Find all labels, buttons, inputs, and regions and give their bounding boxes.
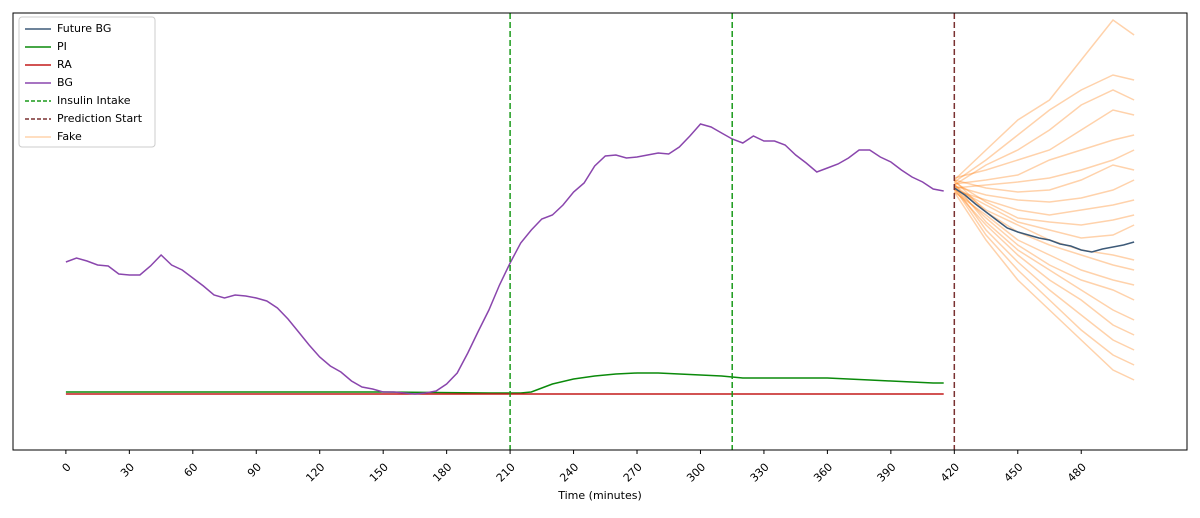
legend-label: Prediction Start [57, 112, 143, 125]
fake-line [953, 183, 1135, 321]
x-tick-label: 0 [60, 461, 74, 475]
x-tick-label: 300 [684, 461, 708, 485]
fake-line [953, 18, 1135, 181]
fake-line [954, 164, 1135, 193]
legend-box [18, 16, 156, 148]
x-tick-label: 60 [181, 461, 200, 480]
legend-label: RA [57, 58, 72, 71]
fake-line [953, 187, 1135, 366]
fake-line [953, 181, 1135, 226]
plot-frame [12, 12, 1188, 451]
series-line [953, 187, 1135, 253]
fake-line [954, 109, 1135, 179]
x-tick-label: 450 [1002, 461, 1026, 485]
fake-line [953, 189, 1135, 336]
legend-label: BG [57, 76, 73, 89]
x-tick-label: 390 [875, 461, 899, 485]
fake-line [953, 89, 1135, 186]
fake-line [953, 191, 1135, 381]
x-tick-label: 30 [118, 461, 137, 480]
legend: Future BG PI RA BG Insulin Intake Prediction … [18, 16, 156, 148]
legend-label: PI [57, 40, 67, 53]
fake-line [953, 187, 1135, 239]
fake-line [954, 189, 1135, 216]
legend-label: Fake [57, 130, 82, 143]
x-axis-label: Time (minutes) [557, 489, 642, 502]
x-tick-label: 180 [430, 461, 454, 485]
fake-line [954, 149, 1135, 189]
fake-line [953, 187, 1135, 301]
x-tick-label: 270 [621, 461, 645, 485]
x-tick-label: 330 [748, 461, 772, 485]
fake-line [953, 191, 1135, 286]
x-tick-label: 210 [494, 461, 518, 485]
legend-label: Future BG [57, 22, 111, 35]
fake-line [953, 74, 1135, 183]
fake-line [954, 134, 1135, 185]
x-tick-label: 240 [557, 461, 581, 485]
x-tick-label: 360 [811, 461, 835, 485]
series-line [65, 372, 944, 394]
series-line [65, 123, 944, 395]
x-tick-label: 120 [303, 461, 327, 485]
x-tick-label: 150 [367, 461, 391, 485]
x-tick-label: 420 [938, 461, 962, 485]
x-tick-label: 90 [245, 461, 264, 480]
fake-line [953, 185, 1135, 351]
fake-line [954, 179, 1135, 203]
legend-label: Insulin Intake [57, 94, 131, 107]
x-tick-label: 480 [1065, 461, 1089, 485]
